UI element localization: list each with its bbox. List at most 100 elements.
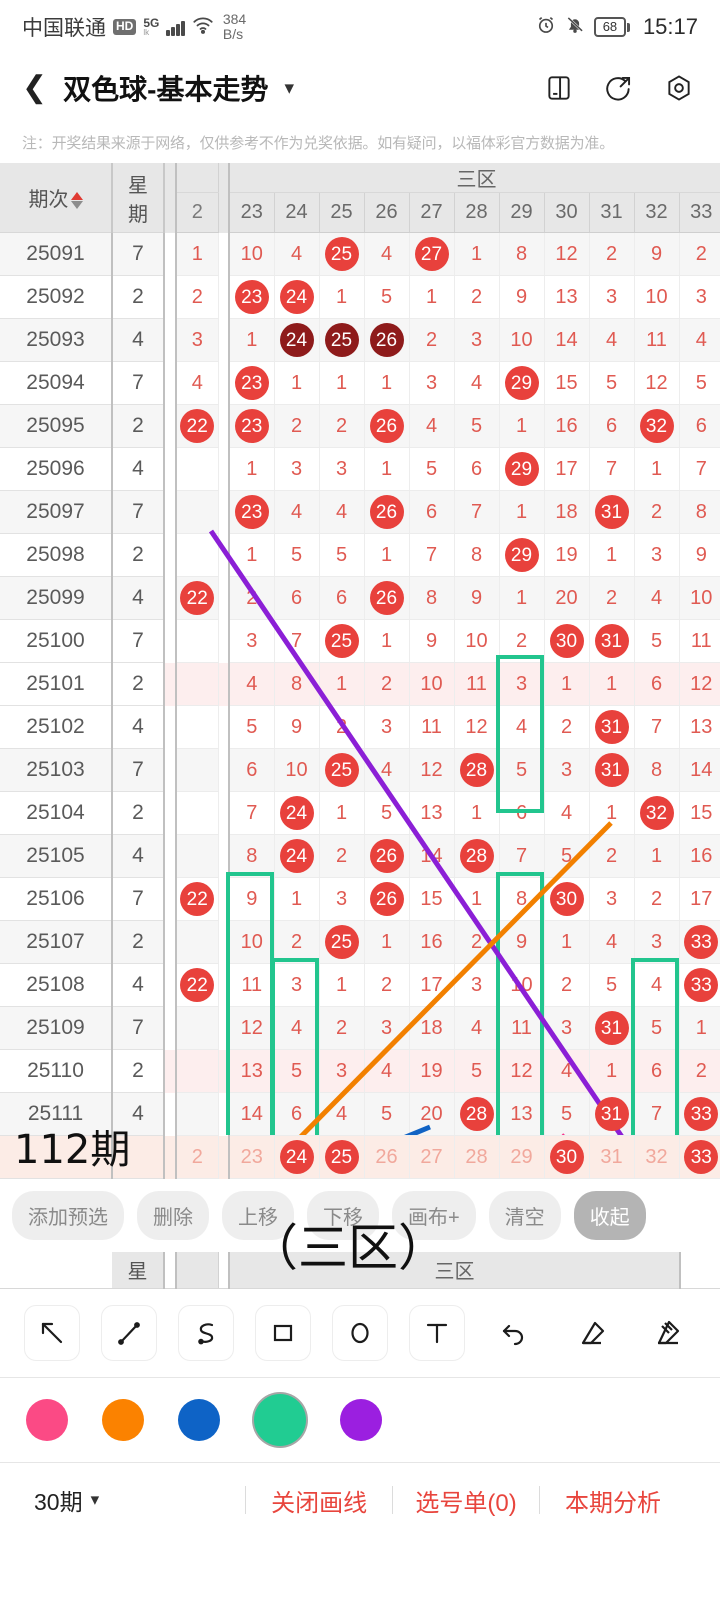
cell-number[interactable]: 4 — [409, 404, 455, 448]
table-row[interactable]: 2510376102541228533181440 — [0, 748, 720, 792]
cell-number[interactable]: 26 — [364, 576, 410, 620]
cell-number[interactable]: 31 — [589, 748, 635, 792]
number-ball[interactable]: 33 — [684, 925, 719, 959]
cell-number[interactable] — [176, 447, 219, 491]
cell-number[interactable]: 13 — [544, 275, 590, 319]
cell-number[interactable]: 9 — [274, 705, 320, 749]
number-ball[interactable]: 32 — [639, 796, 674, 830]
cell-number[interactable]: 4 — [679, 318, 720, 362]
cell-number[interactable]: 25 — [319, 619, 365, 663]
bottom-item-analysis[interactable]: 本期分析 — [565, 1489, 662, 1517]
number-ball[interactable]: 33 — [684, 968, 719, 1002]
cell-number[interactable]: 2 — [274, 404, 320, 448]
cell-number[interactable]: 1 — [319, 361, 365, 405]
cell-number[interactable]: 29 — [499, 533, 545, 577]
cell-number[interactable]: 4 — [454, 1006, 500, 1050]
target-settings-icon[interactable] — [664, 73, 694, 103]
table-row[interactable]: 2510842211312173102543345 — [0, 963, 720, 1007]
color-swatch-purple[interactable] — [340, 1398, 382, 1441]
cell-number[interactable]: 15 — [544, 361, 590, 405]
cell-number[interactable]: 12 — [409, 748, 455, 792]
cell-number[interactable]: 4 — [364, 748, 410, 792]
cell-number[interactable]: 30 — [544, 877, 590, 921]
number-ball[interactable]: 24 — [279, 839, 314, 873]
cell-number[interactable]: 4 — [544, 791, 590, 835]
text-tool-icon[interactable] — [408, 1304, 465, 1361]
cell-number[interactable]: 2 — [274, 920, 320, 964]
cell-number[interactable]: 5 — [409, 447, 455, 491]
eraser-icon[interactable] — [562, 1304, 619, 1361]
number-ball[interactable]: 30 — [549, 624, 584, 658]
cell-number[interactable]: 4 — [364, 232, 410, 276]
cell-number[interactable]: 6 — [679, 404, 720, 448]
cell-number[interactable] — [176, 920, 219, 964]
bottom-item-selection-list[interactable]: 选号单(0) — [415, 1489, 517, 1517]
color-swatch-pink[interactable] — [26, 1398, 68, 1441]
cell-number[interactable]: 4 — [364, 1049, 410, 1093]
cell-number[interactable]: 25 — [319, 1135, 365, 1179]
cell-number[interactable]: 30 — [544, 1135, 590, 1179]
table-row[interactable]: 251007372519102303151137 — [0, 619, 720, 663]
cell-number[interactable]: 3 — [544, 748, 590, 792]
cell-number[interactable]: 10 — [229, 232, 275, 276]
table-row[interactable]: 250917110425427181229228 — [0, 232, 720, 276]
cell-number[interactable] — [176, 791, 219, 835]
cell-number[interactable]: 2 — [589, 834, 635, 878]
cell-number[interactable]: 2 — [499, 619, 545, 663]
cell-number[interactable]: 7 — [454, 490, 500, 534]
number-ball[interactable]: 26 — [369, 581, 404, 615]
sort-desc-arrow-icon[interactable] — [70, 201, 83, 210]
number-ball[interactable]: 29 — [504, 538, 539, 572]
cell-number[interactable]: 2 — [364, 963, 410, 1007]
cell-number[interactable]: 4 — [229, 662, 275, 706]
cell-number[interactable]: 7 — [229, 791, 275, 835]
number-ball[interactable]: 25 — [324, 323, 359, 357]
cell-number[interactable]: 10 — [274, 748, 320, 792]
cell-number[interactable]: 33 — [679, 920, 720, 964]
cell-number[interactable]: 1 — [544, 920, 590, 964]
arrow-tool-icon[interactable] — [24, 1304, 81, 1361]
cell-number[interactable]: 6 — [319, 576, 365, 620]
cell-number[interactable]: 3 — [454, 318, 500, 362]
number-ball[interactable]: 25 — [324, 237, 359, 271]
cell-number[interactable]: 4 — [274, 232, 320, 276]
cell-number[interactable]: 18 — [544, 490, 590, 534]
action-button-收起[interactable]: 收起 — [573, 1191, 646, 1240]
cell-number[interactable]: 1 — [454, 877, 500, 921]
cell-number[interactable]: 2 — [634, 490, 680, 534]
cell-number[interactable]: 24 — [274, 791, 320, 835]
cell-number[interactable]: 11 — [499, 1006, 545, 1050]
undo-icon[interactable] — [485, 1304, 542, 1361]
clear-all-icon[interactable] — [639, 1304, 696, 1361]
cell-number[interactable] — [176, 490, 219, 534]
cell-number[interactable]: 4 — [319, 1092, 365, 1136]
cell-number[interactable]: 3 — [274, 963, 320, 1007]
table-row[interactable]: 2510672291326151830321743 — [0, 877, 720, 921]
cell-number[interactable]: 5 — [364, 791, 410, 835]
number-ball[interactable]: 25 — [324, 1140, 359, 1174]
cell-number[interactable]: 6 — [499, 791, 545, 835]
cell-number[interactable] — [176, 662, 219, 706]
cell-number[interactable]: 6 — [634, 1049, 680, 1093]
cell-number[interactable]: 28 — [454, 834, 500, 878]
cell-number[interactable]: 1 — [409, 275, 455, 319]
rectangle-tool-icon[interactable] — [255, 1304, 312, 1361]
cell-number[interactable]: 1 — [229, 318, 275, 362]
cell-number[interactable]: 8 — [409, 576, 455, 620]
cell-number[interactable]: 5 — [319, 533, 365, 577]
cell-number[interactable]: 12 — [229, 1006, 275, 1050]
cell-number[interactable]: 6 — [274, 1092, 320, 1136]
cell-number[interactable]: 10 — [679, 576, 720, 620]
cell-number[interactable]: 1 — [454, 232, 500, 276]
cell-number[interactable]: 14 — [229, 1092, 275, 1136]
cell-number[interactable]: 1 — [589, 1049, 635, 1093]
cell-number[interactable]: 4 — [319, 490, 365, 534]
cell-number[interactable]: 26 — [364, 318, 410, 362]
cell-number[interactable]: 16 — [544, 404, 590, 448]
cell-number[interactable]: 10 — [454, 619, 500, 663]
cell-number[interactable]: 31 — [589, 619, 635, 663]
column-header-num-25[interactable]: 25 — [319, 192, 365, 233]
cell-number[interactable]: 13 — [409, 791, 455, 835]
cell-number[interactable]: 31 — [589, 1135, 635, 1179]
cell-number[interactable] — [176, 705, 219, 749]
